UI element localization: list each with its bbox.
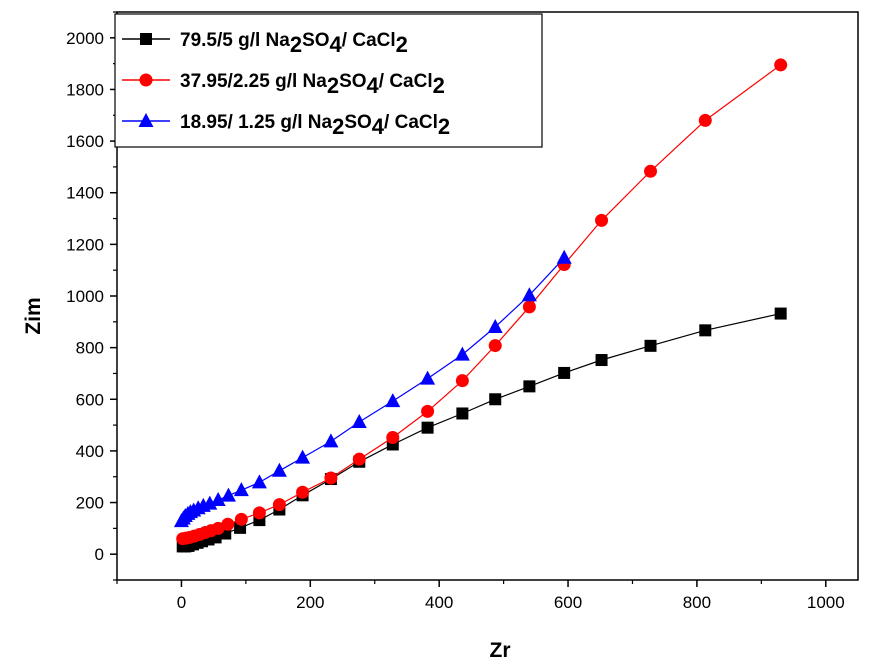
y-tick-label: 200 [76,494,104,513]
legend-text-part: SO [344,112,371,133]
data-point [233,482,249,497]
y-tick-label: 600 [76,390,104,409]
data-point [699,324,712,337]
data-point [220,487,236,502]
y-tick-label: 800 [76,339,104,358]
data-point [521,287,537,302]
data-point [489,393,502,406]
legend-label: 37.95/2.25 g/l Na2SO4/ CaCl2 [180,71,445,98]
data-point [210,491,226,506]
data-point [272,498,286,512]
legend-subscript: 4 [367,73,380,98]
data-point [295,449,311,464]
y-tick-label: 1400 [66,184,104,203]
data-point [487,318,503,333]
data-point [234,512,248,526]
legend-subscript: 4 [330,32,343,57]
data-point [488,339,502,353]
y-axis-title: Zim [22,297,45,334]
legend-marker [138,113,154,127]
legend-label: 18.95/ 1.25 g/l Na2SO4/ CaCl2 [180,112,450,139]
legend-label: 79.5/5 g/l Na2SO4/ CaCl2 [180,30,408,57]
x-tick-label: 400 [425,593,453,612]
data-point [774,307,787,320]
legend-item-2: 37.95/2.25 g/l Na2SO4/ CaCl2 [122,71,445,98]
data-point [556,249,572,264]
legend-item-1: 79.5/5 g/l Na2SO4/ CaCl2 [122,30,408,57]
y-tick-label: 1200 [66,235,104,254]
legend-box [114,13,543,148]
data-point [323,433,339,448]
data-point [523,380,536,393]
y-tick-label: 1000 [66,287,104,306]
series-2 [176,58,788,546]
legend-text-part: 37.95/2.25 g/l Na [180,71,327,92]
legend-text-part: SO [302,30,329,51]
axes: 0 200 400 600 800 1000 0 200 400 600 800 1000 1200 14… [66,11,859,612]
legend-text-part: / CaCl [379,71,433,92]
y-tick-label: 1600 [66,132,104,151]
data-point [296,485,310,499]
legend-marker [139,73,153,87]
data-point [456,407,469,420]
x-tick-label: 1000 [807,593,845,612]
data-point [595,213,609,227]
legend-text-part: / CaCl [384,112,438,133]
x-tick-label: 200 [296,593,324,612]
data-series [173,58,788,553]
data-point [644,164,658,178]
data-point [455,374,469,388]
x-tick-label: 0 [177,593,186,612]
data-point [420,370,436,385]
data-point [352,452,366,466]
legend-subscript: 4 [372,114,385,139]
data-point [698,113,712,127]
data-point [558,366,571,379]
legend-text-part: 18.95/ 1.25 g/l Na [180,112,333,133]
data-point [202,495,218,510]
legend-subscript: 2 [396,32,408,57]
legend-text-part: / CaCl [342,30,396,51]
legend-subscript: 2 [290,32,302,57]
data-point [252,506,266,520]
legend-text-part: 79.5/5 g/l Na [180,30,290,51]
data-point [385,393,401,408]
legend-text-part: SO [339,71,366,92]
y-tick-label: 400 [76,442,104,461]
x-tick-label: 800 [683,593,711,612]
data-point [324,471,338,485]
data-point [421,404,435,418]
legend-subscript: 2 [332,114,344,139]
data-point [386,430,400,444]
legend-subscript: 2 [433,73,445,98]
legend-subscript: 2 [327,73,339,98]
data-point [774,58,788,72]
data-point [251,474,267,489]
data-point [421,421,434,434]
data-point [271,462,287,477]
data-point [595,354,608,367]
data-point [644,339,657,352]
y-tick-label: 1800 [66,80,104,99]
series-3 [173,249,572,528]
x-tick-label: 600 [554,593,582,612]
data-point [522,300,536,314]
legend-subscript: 2 [438,114,450,139]
y-tick-label: 2000 [66,29,104,48]
legend-marker [140,33,152,45]
data-point [351,413,367,428]
y-tick-label: 0 [95,545,104,564]
data-point [221,517,235,531]
legend-item-3: 18.95/ 1.25 g/l Na2SO4/ CaCl2 [122,112,450,139]
data-point [454,346,470,361]
x-axis-title: Zr [490,639,511,661]
